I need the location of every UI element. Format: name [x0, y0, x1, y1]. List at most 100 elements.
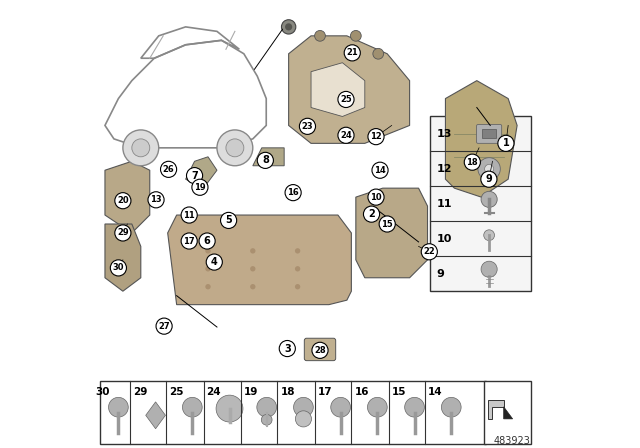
Circle shape	[257, 152, 273, 168]
Circle shape	[161, 161, 177, 177]
Circle shape	[498, 135, 514, 151]
Circle shape	[123, 130, 159, 166]
Circle shape	[156, 318, 172, 334]
Text: 483923: 483923	[493, 436, 531, 446]
Polygon shape	[445, 81, 517, 197]
Circle shape	[331, 397, 351, 417]
Polygon shape	[105, 161, 150, 233]
Circle shape	[379, 216, 396, 232]
Circle shape	[181, 207, 197, 223]
Text: 16: 16	[355, 387, 369, 397]
Text: 5: 5	[225, 215, 232, 225]
Text: 15: 15	[381, 220, 393, 228]
FancyBboxPatch shape	[100, 381, 486, 444]
FancyBboxPatch shape	[477, 125, 502, 143]
Text: 25: 25	[170, 387, 184, 397]
Circle shape	[373, 48, 383, 59]
Text: 7: 7	[191, 171, 198, 181]
Text: 4: 4	[211, 257, 218, 267]
Text: 14: 14	[374, 166, 386, 175]
Circle shape	[261, 414, 272, 425]
Circle shape	[368, 129, 384, 145]
Text: 11: 11	[436, 199, 452, 209]
Text: 17: 17	[317, 387, 332, 397]
Text: 13: 13	[150, 195, 162, 204]
Circle shape	[338, 127, 354, 143]
Circle shape	[484, 164, 493, 173]
Circle shape	[115, 193, 131, 209]
Circle shape	[132, 139, 150, 157]
Text: 20: 20	[117, 196, 129, 205]
Text: 11: 11	[183, 211, 195, 220]
Circle shape	[296, 411, 312, 427]
Circle shape	[464, 154, 481, 170]
Circle shape	[442, 397, 461, 417]
Text: 8: 8	[262, 155, 269, 165]
Text: 16: 16	[287, 188, 299, 197]
Text: 22: 22	[424, 247, 435, 256]
Text: 9: 9	[436, 269, 444, 279]
Text: 12: 12	[436, 164, 452, 174]
Polygon shape	[146, 402, 165, 429]
Text: 28: 28	[314, 346, 326, 355]
Text: 3: 3	[284, 344, 291, 353]
Text: 10: 10	[436, 234, 452, 244]
Circle shape	[367, 397, 387, 417]
Text: 24: 24	[340, 131, 352, 140]
Circle shape	[109, 397, 128, 417]
Text: 15: 15	[392, 387, 406, 397]
Circle shape	[217, 130, 253, 166]
Text: 29: 29	[117, 228, 129, 237]
Circle shape	[285, 185, 301, 201]
Circle shape	[295, 248, 300, 254]
Circle shape	[257, 397, 276, 417]
Text: 25: 25	[340, 95, 352, 104]
Text: 6: 6	[204, 236, 211, 246]
Polygon shape	[504, 407, 513, 419]
Circle shape	[300, 118, 316, 134]
Circle shape	[481, 261, 497, 277]
Text: 24: 24	[207, 387, 221, 397]
Circle shape	[478, 158, 500, 180]
Circle shape	[250, 248, 255, 254]
Circle shape	[282, 20, 296, 34]
Circle shape	[192, 179, 208, 195]
FancyBboxPatch shape	[483, 129, 496, 138]
Circle shape	[206, 254, 222, 270]
Circle shape	[181, 233, 197, 249]
Text: 9: 9	[486, 174, 492, 184]
Text: 18: 18	[467, 158, 478, 167]
Circle shape	[344, 45, 360, 61]
Circle shape	[312, 342, 328, 358]
Polygon shape	[105, 224, 141, 291]
Circle shape	[372, 162, 388, 178]
Polygon shape	[186, 157, 217, 188]
Circle shape	[368, 189, 384, 205]
Circle shape	[484, 230, 495, 241]
Circle shape	[279, 340, 296, 357]
Polygon shape	[289, 36, 410, 143]
Polygon shape	[168, 215, 351, 305]
Circle shape	[338, 91, 354, 108]
Text: 21: 21	[346, 48, 358, 57]
Text: 14: 14	[428, 387, 443, 397]
Circle shape	[182, 397, 202, 417]
Circle shape	[205, 284, 211, 289]
Circle shape	[481, 191, 497, 207]
Circle shape	[285, 23, 292, 30]
Text: 17: 17	[184, 237, 195, 246]
Circle shape	[221, 212, 237, 228]
Text: 27: 27	[158, 322, 170, 331]
Text: 19: 19	[244, 387, 258, 397]
Circle shape	[294, 397, 314, 417]
Text: 12: 12	[370, 132, 382, 141]
FancyBboxPatch shape	[484, 381, 531, 444]
Polygon shape	[253, 148, 284, 166]
Text: 26: 26	[163, 165, 175, 174]
Circle shape	[250, 266, 255, 271]
Polygon shape	[488, 400, 504, 419]
Circle shape	[351, 30, 361, 41]
Circle shape	[205, 266, 211, 271]
FancyBboxPatch shape	[305, 338, 335, 361]
Text: 30: 30	[95, 387, 110, 397]
